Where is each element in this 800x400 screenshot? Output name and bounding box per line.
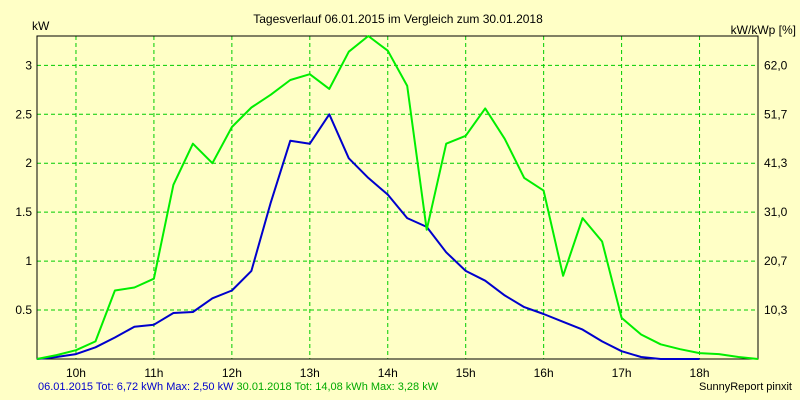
y-tick-label-right: 20,7 (764, 254, 788, 268)
x-tick-label: 16h (534, 366, 554, 380)
chart-title: Tagesverlauf 06.01.2015 im Vergleich zum… (253, 12, 543, 26)
y-tick-label-right: 62,0 (764, 58, 788, 72)
series-line-2 (36, 35, 759, 360)
y-tick-label-left: 3 (25, 58, 32, 72)
y-axis-label-left: kW (32, 19, 50, 33)
plot-border (36, 35, 759, 360)
y-tick-label-left: 2 (25, 156, 32, 170)
x-tick-label: 11h (144, 366, 163, 380)
y-tick-label-left: 1 (25, 254, 32, 268)
y-axis-label-right: kW/kWp [%] (731, 23, 796, 37)
y-tick-label-left: 2.5 (15, 107, 32, 121)
series-layer (36, 35, 759, 360)
tick-layer: 10h 11h 12h 13h 14h 15h 16h 17h 18h 0.5 10,3 1 20,7 1… (15, 58, 787, 380)
y-tick-label-right: 10,3 (764, 303, 788, 317)
footer-summary: 06.01.2015 Tot: 6,72 kWh Max: 2,50 kW 30… (38, 381, 438, 393)
y-tick-label-left: 0.5 (15, 303, 32, 317)
footer-brand: SunnyReport pinxit (699, 381, 792, 393)
y-tick-label-right: 41,3 (764, 156, 788, 170)
footer-series2-text: 30.01.2018 Tot: 14,08 kWh Max: 3,28 kW (236, 381, 439, 393)
series-line-1 (36, 113, 700, 360)
y-tick-label-right: 31,0 (764, 205, 788, 219)
plot-area (37, 36, 758, 359)
y-tick-label-right: 51,7 (764, 107, 788, 121)
x-tick-label: 12h (222, 366, 242, 380)
x-tick-label: 10h (66, 366, 86, 380)
y-tick-label-left: 1.5 (15, 205, 32, 219)
x-tick-label: 18h (690, 366, 710, 380)
x-tick-label: 13h (300, 366, 320, 380)
footer-series1-text: 06.01.2015 Tot: 6,72 kWh Max: 2,50 kW (38, 381, 234, 393)
x-tick-label: 14h (378, 366, 398, 380)
x-tick-label: 17h (612, 366, 632, 380)
x-tick-label: 15h (456, 366, 476, 380)
